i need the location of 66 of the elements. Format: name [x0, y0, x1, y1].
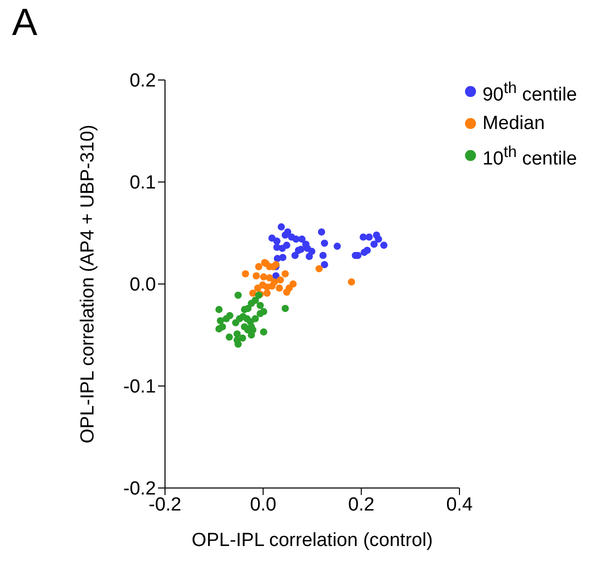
point	[256, 310, 264, 318]
x-axis-title: OPL-IPL correlation (control)	[192, 530, 433, 551]
x-tick-label: 0.2	[348, 494, 375, 516]
point	[252, 315, 259, 322]
y-tick-label: 0.1	[130, 172, 156, 194]
point	[255, 263, 262, 270]
point	[297, 246, 305, 253]
point	[374, 236, 382, 243]
point	[320, 240, 328, 247]
point	[254, 284, 262, 292]
x-tick-label: 0.4	[446, 494, 474, 516]
point	[364, 246, 371, 254]
point	[318, 228, 326, 236]
point	[276, 276, 284, 284]
point	[249, 290, 256, 297]
point	[234, 292, 242, 299]
point	[244, 304, 252, 312]
point	[315, 265, 323, 272]
point	[226, 312, 234, 320]
legend-label: 10$^{th}$ centile	[482, 143, 577, 172]
point	[226, 333, 233, 341]
point	[282, 270, 289, 278]
point	[360, 233, 367, 241]
point	[320, 261, 328, 268]
x-tick-label: 0.0	[250, 494, 276, 516]
point	[282, 304, 289, 312]
point	[283, 242, 290, 249]
point	[291, 252, 299, 260]
point	[366, 233, 373, 241]
point	[218, 323, 226, 330]
point	[238, 334, 246, 342]
point	[252, 272, 260, 280]
point	[263, 290, 271, 297]
y-tick-label: 0.2	[130, 70, 156, 92]
point	[266, 274, 274, 282]
y-tick-label: -0.1	[123, 376, 156, 398]
point	[279, 254, 286, 262]
point	[215, 306, 223, 314]
point	[273, 244, 280, 251]
point	[370, 240, 378, 248]
point	[268, 282, 276, 290]
point	[276, 284, 283, 292]
point	[232, 319, 240, 326]
point	[260, 328, 268, 336]
point	[292, 236, 300, 243]
point	[242, 270, 250, 278]
legend-label: Median	[482, 112, 545, 136]
point	[306, 252, 313, 260]
point	[234, 330, 241, 338]
chart-title: A	[12, 2, 38, 45]
point	[268, 234, 276, 242]
point	[216, 317, 224, 324]
point	[252, 296, 259, 304]
point	[278, 223, 285, 230]
point	[298, 236, 306, 243]
y-tick-label: 0.0	[130, 274, 156, 296]
y-axis-title: OPL-IPL correlation (AP4 + UBP-310)	[78, 124, 99, 444]
point	[334, 242, 341, 250]
point	[273, 238, 280, 245]
point	[348, 278, 356, 286]
point	[284, 228, 292, 236]
point	[319, 252, 327, 260]
legend-label: 90$^{th}$ centile	[482, 79, 577, 108]
point	[289, 280, 297, 288]
point	[380, 242, 388, 249]
point	[256, 302, 264, 310]
